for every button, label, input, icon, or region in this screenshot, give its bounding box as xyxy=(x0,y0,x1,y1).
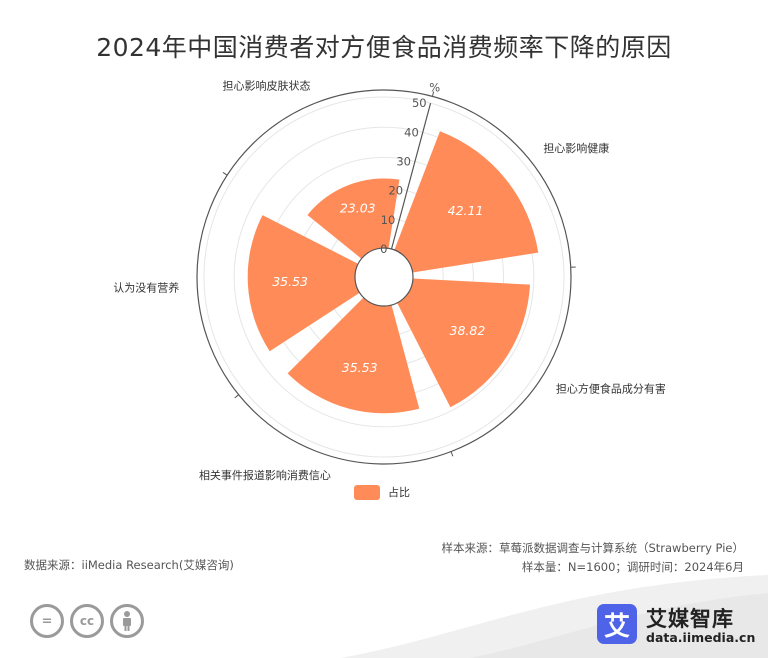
license-icons: = cc xyxy=(30,604,144,638)
category-label-0: 担心影响健康 xyxy=(543,141,609,155)
logo-name: 艾媒智库 xyxy=(646,607,734,631)
radial-tick-label-4: 40 xyxy=(404,125,419,139)
radial-axis-line xyxy=(390,102,432,250)
value-label-0: 42.11 xyxy=(448,203,484,218)
chart-title: 2024年中国消费者对方便食品消费频率下降的原因 xyxy=(96,33,672,62)
radial-tick-label-1: 10 xyxy=(381,213,396,227)
sample-source: 样本来源：草莓派数据调查与计算系统（Strawberry Pie） xyxy=(441,541,744,555)
inner-hole-ring xyxy=(354,247,414,307)
category-label-2: 相关事件报道影响消费信心 xyxy=(199,468,331,482)
bar-2 xyxy=(287,297,420,414)
equals-icon: = xyxy=(30,604,64,638)
category-label-1: 担心方便食品成分有害 xyxy=(556,382,666,396)
bar-3 xyxy=(247,215,360,352)
bar-1 xyxy=(397,278,531,408)
radial-tick-label-0: 0 xyxy=(380,242,387,256)
radial-unit-label: % xyxy=(429,80,440,94)
category-label-4: 担心影响皮肤状态 xyxy=(223,79,311,93)
grid-circle-4 xyxy=(233,126,535,428)
radial-tick-label-3: 30 xyxy=(396,154,411,168)
cc-icon: cc xyxy=(70,604,104,638)
sample-size: 样本量：N=1600；调研时间：2024年6月 xyxy=(521,560,744,574)
category-label-3: 认为没有营养 xyxy=(113,281,179,295)
value-label-1: 38.82 xyxy=(450,323,486,338)
logo-url: data.iimedia.cn xyxy=(646,630,756,645)
value-label-4: 23.03 xyxy=(340,201,376,216)
person-icon xyxy=(110,604,144,638)
legend-swatch xyxy=(354,484,380,500)
sample-info: 样本来源：草莓派数据调查与计算系统（Strawberry Pie） 样本量：N=… xyxy=(441,539,744,577)
radial-tick-label-5: 50 xyxy=(412,96,427,110)
grid-circle-5 xyxy=(203,96,565,458)
legend-label: 占比 xyxy=(388,486,410,499)
bar-4 xyxy=(307,178,400,259)
angle-axis-ring xyxy=(196,89,572,465)
logo-mark: 艾 xyxy=(597,604,637,644)
angle-tick-4 xyxy=(222,172,228,176)
data-source: 数据来源：iiMedia Research(艾媒咨询) xyxy=(24,558,234,572)
angle-tick-2 xyxy=(450,451,454,457)
angle-tick-3 xyxy=(234,394,239,399)
bar-0 xyxy=(394,131,539,273)
legend[interactable]: 占比 xyxy=(354,484,410,500)
value-label-2: 35.53 xyxy=(342,360,378,375)
radial-tick-label-2: 20 xyxy=(388,184,403,198)
angle-tick-0 xyxy=(431,91,435,97)
value-label-3: 35.53 xyxy=(272,274,308,289)
